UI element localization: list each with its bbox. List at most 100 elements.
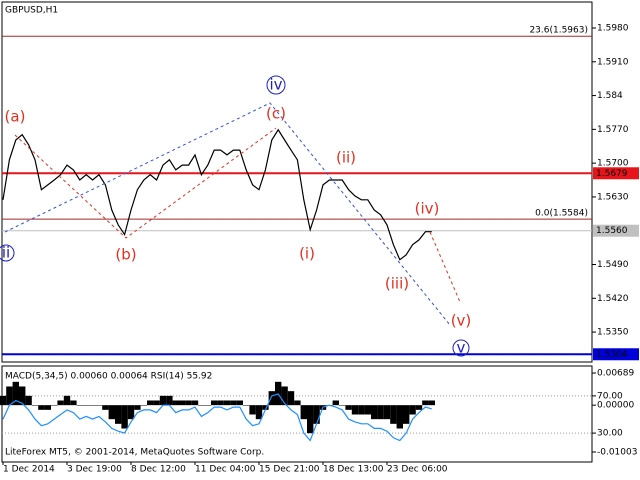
- macd-bar: [281, 386, 288, 406]
- wave-label: (c): [266, 105, 286, 123]
- macd-bar: [57, 400, 64, 406]
- y-tick-label: 1.5420: [597, 294, 629, 304]
- macd-bar: [262, 405, 269, 410]
- wave-circle: [452, 339, 470, 357]
- macd-bar: [364, 405, 371, 415]
- y-tick-label: 1.5770: [597, 125, 629, 135]
- macd-bar: [191, 400, 199, 406]
- price-level-label: 1.5679: [596, 169, 628, 179]
- macd-bar: [377, 405, 384, 420]
- macd-bar: [230, 400, 237, 406]
- macd-bar: [89, 405, 96, 406]
- wave-v-line: [429, 231, 461, 303]
- macd-bar: [127, 405, 135, 420]
- footer: LiteForex MT5, © 2001-2014, MetaQuotes S…: [5, 448, 264, 458]
- x-tick-label: 23 Dec 06:00: [387, 465, 448, 475]
- wave-label: (a): [5, 108, 26, 126]
- macd-bar: [255, 405, 263, 420]
- macd-bar: [121, 405, 128, 429]
- macd-bar: [44, 405, 51, 410]
- macd-bar: [19, 386, 26, 406]
- macd-bar: [102, 405, 109, 410]
- series-line: [2, 128, 432, 261]
- y-tick-label: 0.00689: [597, 368, 634, 378]
- macd-bar: [25, 395, 32, 406]
- y-tick-label: 1.5700: [597, 159, 629, 169]
- wave-circle: [266, 75, 286, 95]
- macd-bar: [51, 405, 58, 406]
- fib-level-label: 23.6(1.5963): [529, 26, 588, 36]
- price-level-label: 1.5304: [596, 350, 628, 360]
- series-line: [2, 393, 432, 442]
- price-level-box: [593, 224, 639, 237]
- macd-bar: [147, 400, 154, 406]
- macd-bar: [396, 405, 403, 429]
- y-tick-label: 0.00000: [597, 401, 634, 411]
- x-tick-label: 8 Dec 12:00: [131, 465, 186, 475]
- macd-bar: [345, 405, 352, 410]
- macd-bar: [243, 405, 250, 406]
- macd-bar: [0, 395, 7, 406]
- y-tick-label: 1.5980: [597, 23, 629, 33]
- macd-bar: [268, 391, 275, 406]
- macd-bar: [115, 405, 122, 424]
- macd-bar: [415, 405, 423, 410]
- y-tick-label: 1.5490: [597, 260, 629, 270]
- macd-bar: [403, 405, 410, 424]
- macd-bar: [249, 405, 256, 415]
- macd-bar: [198, 405, 205, 406]
- macd-bar: [12, 381, 19, 406]
- chart-title: GBPUSD,H1: [5, 6, 58, 16]
- macd-bar: [307, 405, 314, 434]
- macd-bar: [422, 400, 429, 406]
- wave-label: (iii): [385, 275, 409, 293]
- macd-bar: [31, 405, 39, 406]
- macd-bar: [332, 400, 339, 406]
- macd-bar: [108, 405, 115, 420]
- x-tick-label: 15 Dec 21:00: [259, 465, 320, 475]
- macd-bar: [153, 400, 160, 406]
- y-tick-label: -0.01003: [597, 447, 637, 457]
- macd-bar: [287, 391, 295, 406]
- macd-bar: [313, 405, 320, 424]
- macd-bar: [358, 405, 365, 415]
- macd-bar: [236, 400, 243, 406]
- wave-label: (iv): [415, 200, 440, 218]
- wave-circle: [0, 244, 15, 262]
- y-tick-label: 1.5630: [597, 192, 629, 202]
- macd-bar: [211, 400, 218, 406]
- price-level-box: [593, 167, 639, 180]
- macd-bar: [134, 405, 141, 410]
- macd-panel-frame: [1, 365, 593, 463]
- y-tick-label: 70.00: [597, 391, 623, 401]
- macd-bar: [63, 395, 71, 406]
- macd-bar: [70, 400, 77, 406]
- wave-label: iv: [269, 76, 282, 94]
- macd-bar: [204, 405, 211, 406]
- price-level-label: 1.5560: [596, 226, 628, 236]
- macd-bar: [95, 405, 103, 406]
- macd-bar: [351, 405, 359, 415]
- macd-bar: [217, 400, 224, 406]
- macd-bar: [294, 400, 301, 406]
- wave-label: (ii): [336, 149, 356, 167]
- macd-bar: [140, 405, 147, 406]
- x-tick-label: 11 Dec 04:00: [195, 465, 256, 475]
- wave-label: (v): [451, 312, 472, 330]
- macd-bar: [371, 405, 378, 420]
- macd-bar: [179, 400, 186, 406]
- macd-bar: [339, 405, 346, 406]
- macd-bar: [383, 405, 391, 420]
- wave-blue-line: [4, 102, 451, 326]
- macd-bar: [185, 400, 192, 406]
- macd-bar: [76, 405, 83, 406]
- wave-label: ii: [2, 244, 10, 262]
- macd-bar: [6, 386, 13, 406]
- y-tick-label: 30.00: [597, 429, 623, 439]
- wave-label: (b): [115, 246, 136, 264]
- macd-bar: [38, 405, 45, 410]
- macd-bar: [390, 405, 397, 424]
- price-level-box: [593, 348, 639, 361]
- wave-abc-line: [14, 127, 277, 239]
